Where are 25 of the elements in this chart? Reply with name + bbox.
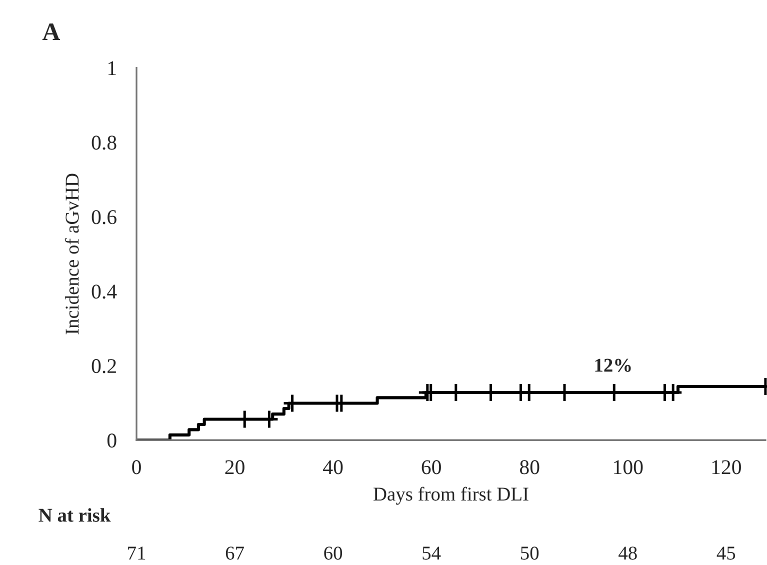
x-tick-label: 0 (132, 460, 141, 474)
text: 71 (128, 546, 146, 560)
x-tick-label: 40 (323, 460, 343, 474)
x-tick-label: 100 (614, 460, 643, 474)
y-tick-label: 0.2 (92, 359, 116, 374)
text: 45 (716, 546, 736, 560)
x-axis-title: Days from first DLI (374, 486, 528, 505)
y-tick-label: 0.8 (92, 136, 116, 150)
y-tick-label: 0.6 (92, 210, 116, 224)
annotation: 12% (595, 358, 631, 372)
text: 50 (521, 546, 539, 560)
x-tick-label: 60 (422, 460, 441, 474)
text: 54 (422, 546, 441, 560)
y-axis-title: Incidence of aGvHD (64, 174, 79, 334)
text: N at risk (38, 508, 111, 522)
text: 67 (226, 546, 244, 560)
chart-title: A (42, 23, 60, 40)
text: 48 (618, 546, 637, 560)
y-tick-label: 0 (107, 434, 116, 448)
x-tick-label: 80 (520, 460, 540, 474)
x-tick-label: 120 (712, 460, 741, 474)
y-tick-label: 1 (108, 61, 116, 76)
x-tick-label: 20 (225, 460, 244, 474)
y-tick-label: 0.4 (92, 284, 117, 299)
text: 60 (324, 546, 342, 560)
